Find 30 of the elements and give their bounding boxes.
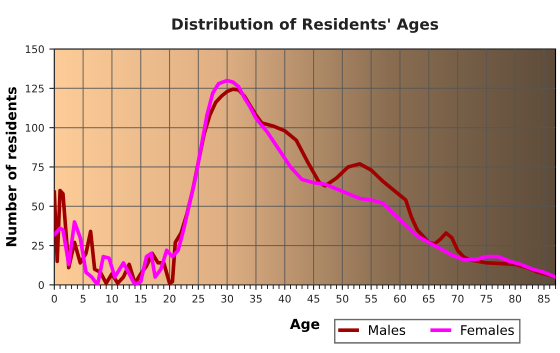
x-tick-label: 85 (538, 294, 550, 303)
y-tick-label: 125 (26, 84, 44, 92)
x-tick-label: 15 (135, 294, 146, 303)
y-tick-label: 100 (26, 124, 44, 132)
legend-label: Females (461, 324, 514, 336)
x-tick-label: 45 (307, 294, 320, 303)
y-tick-label: 150 (26, 45, 44, 54)
y-tick-label: 0 (38, 281, 44, 289)
x-tick-label: 80 (509, 294, 522, 303)
y-tick-label: 75 (32, 163, 44, 172)
x-tick-label: 0 (52, 294, 57, 303)
y-tick-label: 50 (32, 202, 44, 210)
x-tick-label: 20 (164, 294, 176, 303)
x-tick-label: 30 (221, 294, 234, 303)
x-axis-title: Age (290, 318, 320, 332)
legend-label: Males (369, 324, 406, 336)
x-tick-label: 65 (422, 294, 434, 303)
x-tick-label: 75 (480, 294, 492, 303)
x-tick-label: 40 (278, 294, 291, 303)
y-axis-title: Number of residents (6, 87, 16, 246)
x-tick-label: 10 (106, 294, 118, 303)
x-tick-label: 60 (394, 294, 406, 303)
x-tick-label: 5 (80, 294, 86, 303)
x-tick-label: 70 (452, 294, 464, 303)
x-tick-label: 55 (365, 294, 377, 303)
x-tick-label: 50 (336, 294, 348, 303)
x-tick-label: 25 (192, 294, 204, 303)
x-tick-label: 35 (250, 294, 262, 303)
y-tick-label: 25 (32, 242, 44, 250)
chart-title: Distribution of Residents' Ages (172, 18, 438, 33)
